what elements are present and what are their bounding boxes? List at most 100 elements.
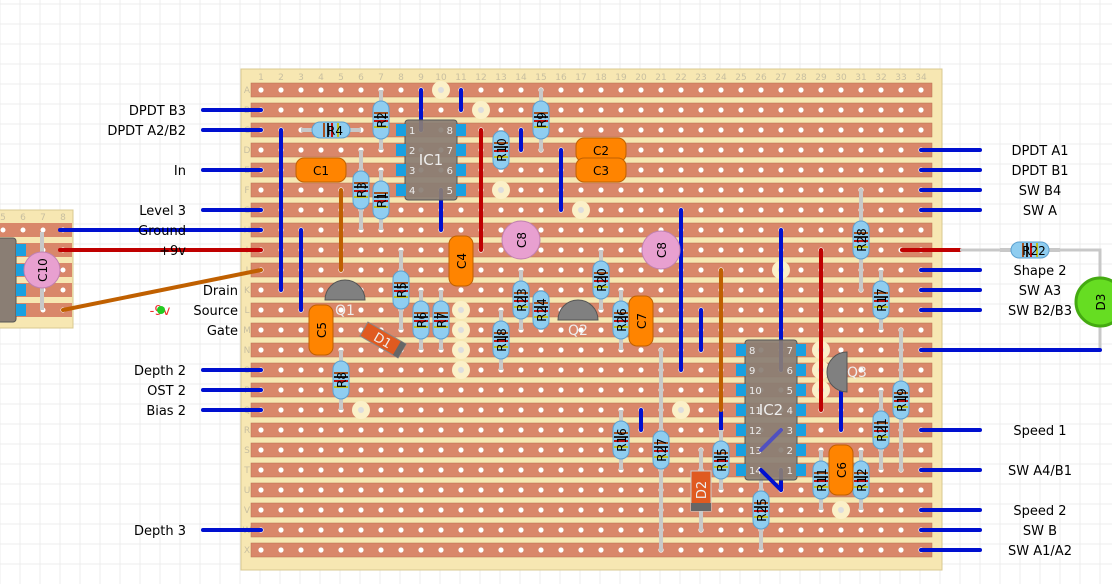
color-band: [394, 282, 408, 284]
hole: [498, 247, 504, 253]
left-label: Depth 2: [134, 364, 186, 379]
hole: [598, 347, 604, 353]
hole: [318, 287, 324, 293]
diode-band: [392, 341, 407, 358]
hole: [458, 487, 464, 493]
hole: [578, 487, 584, 493]
hole: [578, 547, 584, 553]
hole: [498, 407, 504, 413]
hole: [738, 227, 744, 233]
hole: [398, 387, 404, 393]
column-number: 23: [695, 73, 706, 83]
hole: [838, 327, 844, 333]
hole: [618, 367, 624, 373]
color-band: [874, 436, 888, 438]
hole: [60, 267, 66, 273]
hole: [298, 467, 304, 473]
pin-number: 1: [409, 126, 415, 137]
left-label: DPDT B3: [129, 104, 186, 119]
hole: [518, 87, 524, 93]
hole: [438, 547, 444, 553]
hole: [598, 187, 604, 193]
pin-number: 9: [749, 366, 755, 377]
pin-number: 2: [787, 446, 793, 457]
row-letter: N: [244, 346, 251, 356]
hole: [438, 267, 444, 273]
hole: [298, 207, 304, 213]
ic-pin: [396, 144, 406, 156]
hole: [538, 267, 544, 273]
hole: [898, 507, 904, 513]
hole: [358, 487, 364, 493]
hole: [298, 147, 304, 153]
hole: [858, 427, 864, 433]
hole: [878, 367, 884, 373]
ic-pin: [796, 344, 806, 356]
hole: [738, 547, 744, 553]
capacitor-label: C6: [835, 462, 849, 478]
hole: [718, 127, 724, 133]
hole: [638, 267, 644, 273]
hole: [918, 107, 924, 113]
column-number: 2: [278, 73, 284, 83]
hole: [278, 487, 284, 493]
transistor-q2: [557, 299, 599, 321]
color-band: [494, 332, 508, 334]
ic-label: IC1: [419, 151, 443, 169]
resistor-label: R24: [535, 298, 549, 322]
resistor-r9: R9: [532, 90, 550, 150]
hole: [298, 507, 304, 513]
hole: [318, 87, 324, 93]
left-label: OST 2: [147, 384, 186, 399]
resistor-label: R1: [375, 192, 389, 208]
right-label: SW A3: [1019, 284, 1061, 299]
hole: [618, 487, 624, 493]
resistor-r12: R12: [852, 450, 870, 510]
hole: [838, 287, 844, 293]
hole: [878, 487, 884, 493]
hole: [758, 327, 764, 333]
hole: [538, 207, 544, 213]
row-letter: R: [244, 426, 250, 436]
hole: [798, 287, 804, 293]
color-band: [874, 306, 888, 308]
hole: [878, 127, 884, 133]
hole: [698, 107, 704, 113]
hole: [718, 107, 724, 113]
hole: [258, 447, 264, 453]
hole: [458, 507, 464, 513]
color-band: [854, 476, 868, 478]
ic-ic1: 1 8 2 7 3 6 4 5 IC1: [396, 119, 466, 201]
hole: [338, 107, 344, 113]
color-band: [594, 276, 608, 278]
hole: [718, 207, 724, 213]
hole: [478, 287, 484, 293]
color-band: [874, 296, 888, 298]
hole: [278, 407, 284, 413]
color-band: [714, 466, 728, 468]
hole: [678, 467, 684, 473]
hole: [658, 327, 664, 333]
color-band: [1036, 243, 1038, 257]
hole: [378, 267, 384, 273]
hole: [478, 367, 484, 373]
resistor-label: R20: [595, 268, 609, 292]
hole: [338, 507, 344, 513]
hole: [358, 507, 364, 513]
hole: [338, 307, 344, 313]
hole: [558, 287, 564, 293]
ic-pin: [16, 304, 26, 316]
hole: [398, 227, 404, 233]
strip-row-J: [250, 262, 933, 278]
hole: [918, 447, 924, 453]
pin-number: 12: [749, 426, 762, 437]
hole: [878, 527, 884, 533]
hole: [598, 227, 604, 233]
hole: [278, 387, 284, 393]
transistor-label: Q1: [335, 303, 355, 319]
resistor-label: R22: [1022, 244, 1046, 258]
color-band: [614, 432, 628, 434]
hole: [458, 387, 464, 393]
hole: [838, 87, 844, 93]
column-number: 4: [318, 73, 324, 83]
